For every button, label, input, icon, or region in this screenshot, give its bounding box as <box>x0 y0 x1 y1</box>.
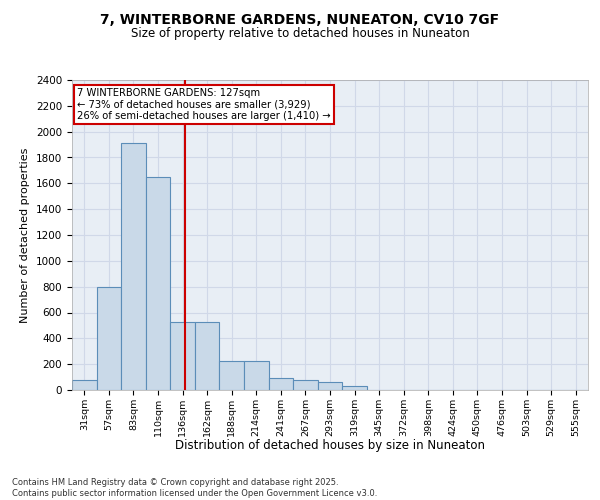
Text: 7, WINTERBORNE GARDENS, NUNEATON, CV10 7GF: 7, WINTERBORNE GARDENS, NUNEATON, CV10 7… <box>100 12 500 26</box>
X-axis label: Distribution of detached houses by size in Nuneaton: Distribution of detached houses by size … <box>175 439 485 452</box>
Bar <box>269 378 293 390</box>
Bar <box>244 361 269 390</box>
Text: Contains HM Land Registry data © Crown copyright and database right 2025.
Contai: Contains HM Land Registry data © Crown c… <box>12 478 377 498</box>
Bar <box>220 361 244 390</box>
Bar <box>293 380 318 390</box>
Bar <box>318 382 342 390</box>
Bar <box>195 322 220 390</box>
Bar <box>342 386 367 390</box>
Bar <box>72 380 97 390</box>
Bar <box>170 322 195 390</box>
Y-axis label: Number of detached properties: Number of detached properties <box>20 148 31 322</box>
Bar <box>97 286 121 390</box>
Text: Size of property relative to detached houses in Nuneaton: Size of property relative to detached ho… <box>131 28 469 40</box>
Bar <box>146 177 170 390</box>
Bar <box>121 144 146 390</box>
Text: 7 WINTERBORNE GARDENS: 127sqm
← 73% of detached houses are smaller (3,929)
26% o: 7 WINTERBORNE GARDENS: 127sqm ← 73% of d… <box>77 88 331 121</box>
